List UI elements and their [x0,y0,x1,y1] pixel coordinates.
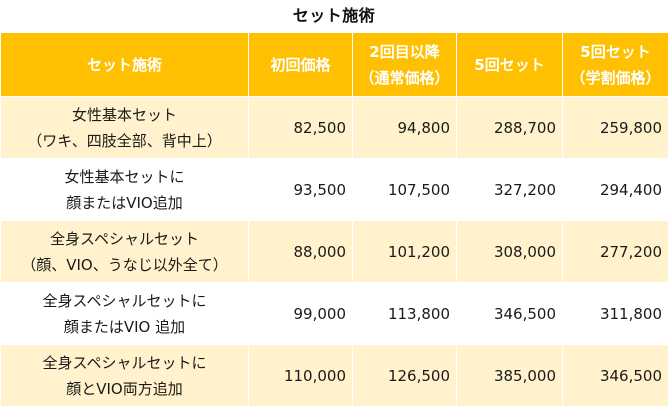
table-row: 全身スペシャルセットに 顔またはVIO 追加 99,000 113,800 34… [0,282,668,345]
header-label: セット施術 [86,55,162,74]
set-detail: 顔またはVIO 追加 [63,317,186,336]
regular-price-cell: 101,200 [352,220,457,283]
header-label: 2回目以降 [369,42,440,61]
set5-student-price-cell: 277,200 [562,220,668,283]
first-price-cell: 99,000 [248,282,353,345]
header-label: 5回セット [580,42,651,61]
set-detail: （顔、VIO、うなじ以外全て） [21,255,228,274]
regular-price-cell: 113,800 [352,282,457,345]
set-detail: （ワキ、四肢全部、背中上） [27,131,222,150]
table-row: 女性基本セット （ワキ、四肢全部、背中上） 82,500 94,800 288,… [0,96,668,159]
header-5-set: 5回セット [456,32,563,97]
set-name: 女性基本セット [71,105,177,124]
regular-price-cell: 94,800 [352,96,457,159]
first-price-cell: 110,000 [248,344,353,407]
set5-price-cell: 385,000 [456,344,563,407]
set-name-cell: 女性基本セットに 顔またはVIO追加 [0,158,249,221]
set-name-cell: 全身スペシャルセットに 顔またはVIO 追加 [0,282,249,345]
regular-price-cell: 107,500 [352,158,457,221]
set5-student-price-cell: 346,500 [562,344,668,407]
header-first-price: 初回価格 [248,32,353,97]
first-price-cell: 82,500 [248,96,353,159]
first-price-cell: 88,000 [248,220,353,283]
set5-price-cell: 327,200 [456,158,563,221]
set5-price-cell: 346,500 [456,282,563,345]
set-name-cell: 全身スペシャルセット （顔、VIO、うなじ以外全て） [0,220,249,283]
regular-price-cell: 126,500 [352,344,457,407]
set-name: 全身スペシャルセットに [42,291,207,310]
price-table: セット施術 初回価格 2回目以降 （通常価格） 5回セット 5回セット （学割価… [0,32,668,407]
set5-price-cell: 288,700 [456,96,563,159]
header-label: 5回セット [474,55,545,74]
header-row: セット施術 初回価格 2回目以降 （通常価格） 5回セット 5回セット （学割価… [0,32,668,97]
table-title: セット施術 [292,6,376,25]
set5-price-cell: 308,000 [456,220,563,283]
header-5-set-student: 5回セット （学割価格） [562,32,668,97]
set-name: 全身スペシャルセット [50,229,199,248]
set-name: 全身スペシャルセットに [42,353,207,372]
set5-student-price-cell: 259,800 [562,96,668,159]
header-set-treatment: セット施術 [0,32,249,97]
header-sublabel: （通常価格） [359,68,450,87]
first-price-cell: 93,500 [248,158,353,221]
set-name-cell: 女性基本セット （ワキ、四肢全部、背中上） [0,96,249,159]
set-name-cell: 全身スペシャルセットに 顔とVIO両方追加 [0,344,249,407]
set5-student-price-cell: 294,400 [562,158,668,221]
set5-student-price-cell: 311,800 [562,282,668,345]
table-row: 全身スペシャルセットに 顔とVIO両方追加 110,000 126,500 38… [0,344,668,407]
table-row: 全身スペシャルセット （顔、VIO、うなじ以外全て） 88,000 101,20… [0,220,668,283]
set-detail: 顔またはVIO追加 [66,193,183,212]
header-label: 初回価格 [270,55,331,74]
table-body: 女性基本セット （ワキ、四肢全部、背中上） 82,500 94,800 288,… [0,96,668,407]
table-row: 女性基本セットに 顔またはVIO追加 93,500 107,500 327,20… [0,158,668,221]
set-name: 女性基本セットに [64,167,185,186]
table-header: セット施術 初回価格 2回目以降 （通常価格） 5回セット 5回セット （学割価… [0,32,668,97]
header-regular-price: 2回目以降 （通常価格） [352,32,457,97]
header-sublabel: （学割価格） [570,68,661,87]
set-detail: 顔とVIO両方追加 [66,379,183,398]
